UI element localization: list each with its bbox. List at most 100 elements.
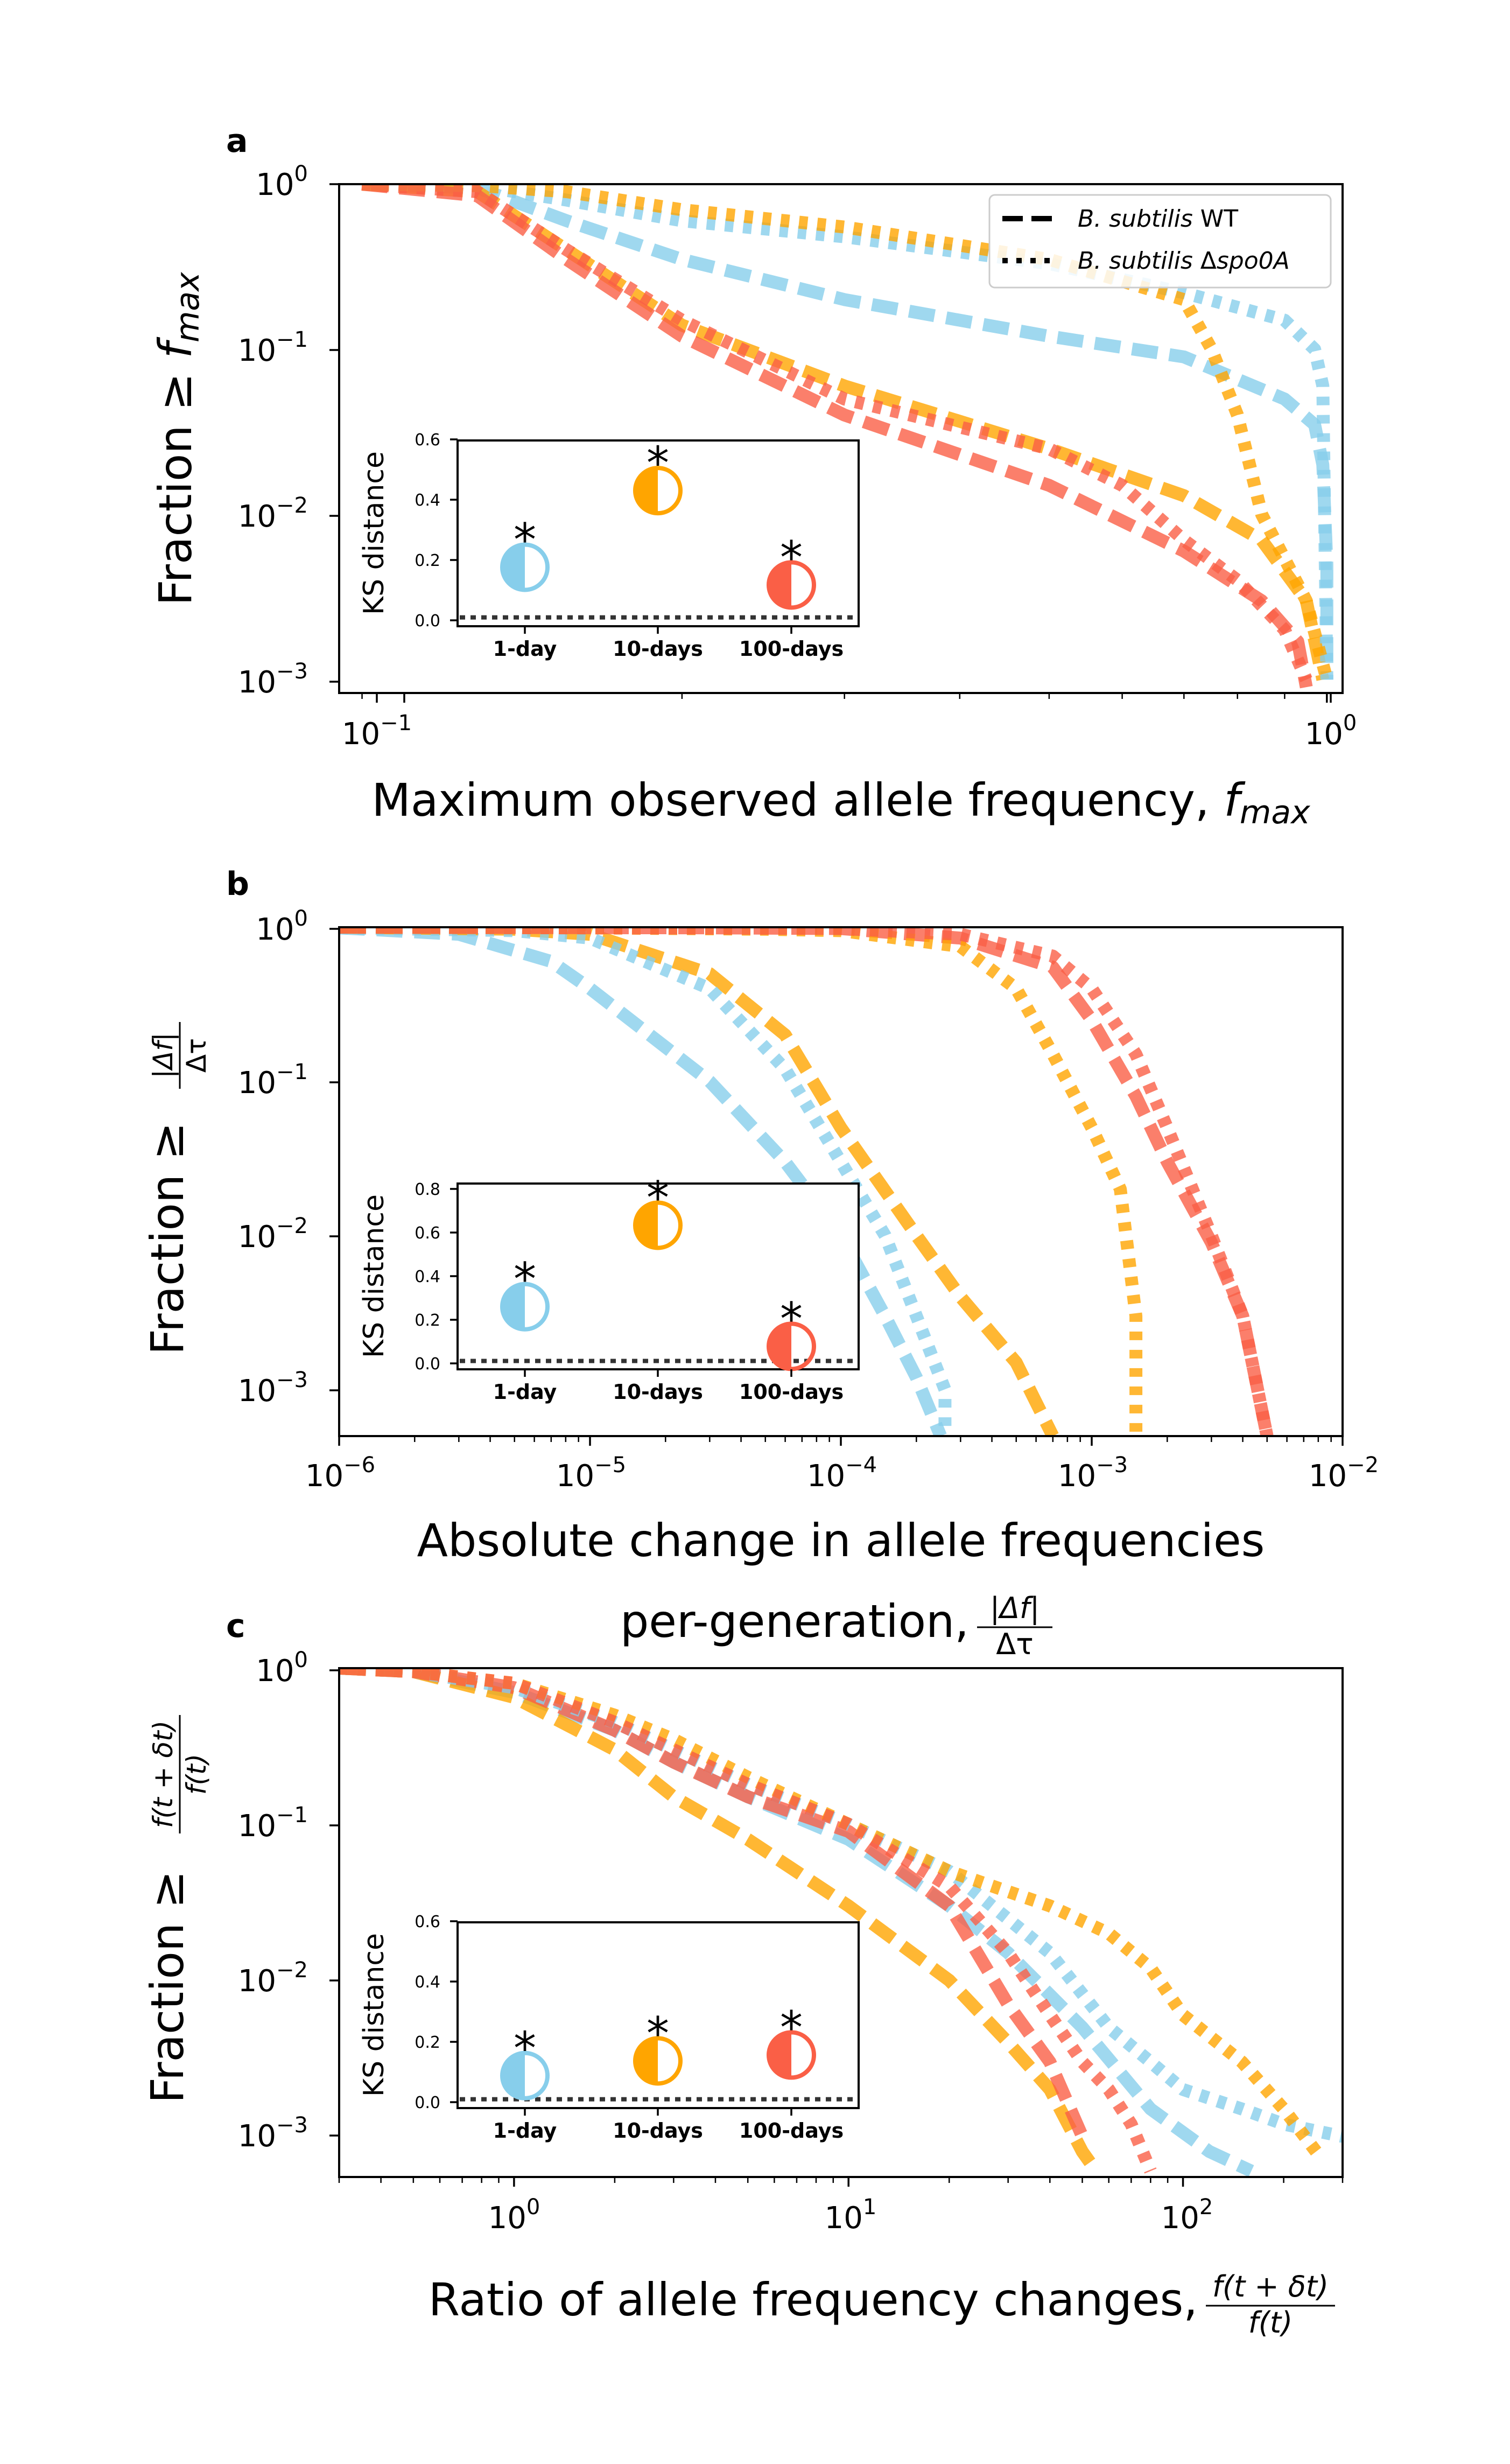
inset-ytick-label-a-0: 0.0 (415, 612, 440, 631)
inset-star-c-100-days: * (780, 2001, 803, 2054)
y-axis-label-c-frac-num: f(t + δt) (148, 1720, 179, 1828)
inset-point-b-10-days (633, 1200, 683, 1250)
inset-ylabel-c: KS distance (358, 1933, 390, 2097)
y-axis-label-b-frac-num: |Δf| (148, 1032, 179, 1079)
inset-point-c-1-day (500, 2050, 550, 2101)
x-axis-label-b-frac-den: Δτ (996, 1627, 1033, 1661)
x-axis-label-c-frac-den: f(t) (1248, 2306, 1293, 2340)
inset-ylabel-b: KS distance (358, 1194, 390, 1358)
inset-point-fill-b-10-days (635, 1202, 658, 1248)
inset-star-b-1-day: * (514, 1253, 536, 1306)
x-axis-label-c-text: Ratio of allele frequency changes, (429, 2273, 1198, 2326)
y-tick-label-b-3: 10−3 (238, 1368, 308, 1409)
inset-star-b-100-days: * (780, 1292, 803, 1345)
inset-star-c-1-day: * (514, 2022, 536, 2075)
series-group-b (339, 927, 1274, 1436)
y-tick-label-a-0: 100 (256, 162, 308, 202)
inset-point-a-10-days (633, 466, 683, 516)
inset-content-b: * * * (460, 1172, 856, 1371)
inset-point-fill-c-1-day (502, 2053, 525, 2098)
series-line-c-100-days-dashed (339, 1668, 1088, 2139)
inset-ytick-label-c-2: 0.4 (415, 1973, 440, 1992)
inset-category-c-2: 100-days (739, 2119, 844, 2143)
inset-star-c-10-days: * (647, 2007, 669, 2060)
y-axis-label-c-frac-den: f(t) (181, 1754, 212, 1795)
series-line-a-1-day-dotted (362, 184, 1333, 680)
x-tick-label-a-0: 10−1 (342, 711, 412, 752)
inset-point-fill-b-1-day (502, 1284, 525, 1329)
inset-ylabel-a: KS distance (358, 451, 390, 615)
inset-point-fill-a-1-day (502, 544, 525, 590)
x-tick-label-c-1: 101 (825, 2195, 877, 2236)
curves-b (339, 927, 1274, 1436)
y-tick-label-b-2: 10−2 (238, 1214, 308, 1255)
inset-ytick-label-b-2: 0.4 (415, 1268, 440, 1286)
curves-c (339, 1668, 1343, 2177)
inset-ytick-label-b-0: 0.0 (415, 1355, 440, 1374)
inset-point-c-10-days (633, 2036, 683, 2086)
inset-star-a-10-days: * (647, 437, 669, 489)
inset-point-fill-a-10-days (635, 468, 658, 514)
x-axis-label-c-frac-num: f(t + δt) (1212, 2270, 1329, 2304)
inset-point-b-100-days (767, 1321, 816, 1371)
panel-label-a: a (226, 122, 248, 160)
curves-a (361, 184, 1333, 689)
inset-star-a-100-days: * (780, 531, 803, 584)
legend-frame (988, 194, 1332, 289)
inset-category-c-0: 1-day (493, 2119, 557, 2143)
legend: B. subtilis WT B. subtilis Δspo0A (988, 194, 1332, 289)
x-axis-label-b-frac-num: |Δf| (990, 1591, 1040, 1625)
y-tick-label-c-2: 10−2 (238, 1958, 308, 1999)
inset-ytick-label-c-3: 0.6 (415, 1913, 440, 1931)
inset-category-b-2: 100-days (739, 1380, 844, 1404)
series-line-a-10-days-dotted (362, 184, 1333, 682)
inset-star-b-10-days: * (647, 1172, 669, 1224)
inset-ytick-label-b-1: 0.2 (415, 1311, 440, 1330)
inset-c: * * * 0.0 0.2 0.4 0.6 KS distance 1-day 10… (358, 1913, 860, 2143)
panel-b: b 100 10−1 10−2 10−3 10−6 10−5 10−4 10−3… (141, 865, 1379, 1661)
inset-star-a-1-day: * (514, 513, 536, 566)
axes-frame-c (338, 1667, 1344, 2178)
x-axis-label-c: Ratio of allele frequency changes, f(t +… (429, 2270, 1335, 2340)
inset-point-a-1-day (500, 542, 550, 592)
x-tick-label-b-2: 10−4 (807, 1453, 877, 1494)
inset-category-a-2: 100-days (739, 637, 844, 661)
inset-ytick-label-c-0: 0.0 (415, 2094, 440, 2112)
x-tick-label-b-0: 10−6 (305, 1453, 375, 1494)
series-line-b-1-day-dotted (339, 927, 952, 1436)
inset-category-b-1: 10-days (613, 1380, 703, 1404)
legend-label-wt: B. subtilis WT (1078, 205, 1238, 233)
inset-point-a-100-days (767, 560, 816, 610)
inset-ytick-label-a-3: 0.6 (415, 431, 440, 450)
x-tick-label-b-1: 10−5 (556, 1453, 626, 1494)
y-tick-label-c-0: 100 (256, 1648, 308, 1689)
inset-ytick-label-c-1: 0.2 (415, 2033, 440, 2052)
y-axis-label-a: Fraction ≥ fmax (149, 272, 207, 606)
inset-point-fill-c-100-days (769, 2032, 791, 2078)
series-line-b-1-day-dashed (339, 927, 947, 1436)
x-ticks-b: 10−6 10−5 10−4 10−3 10−2 (305, 1436, 1379, 1494)
x-tick-label-c-2: 102 (1161, 2195, 1213, 2236)
inset-frame-a (456, 439, 860, 627)
x-axis-label-b-line1: Absolute change in allele frequencies (417, 1514, 1265, 1567)
inset-frame-b (456, 1182, 860, 1370)
x-tick-label-b-4: 10−2 (1309, 1453, 1379, 1494)
y-axis-label-b-frac-den: Δτ (181, 1038, 212, 1073)
y-ticks-a: 100 10−1 10−2 10−3 (238, 162, 339, 700)
inset-category-a-1: 10-days (613, 637, 703, 661)
y-ticks-c: 100 10−1 10−2 10−3 (238, 1648, 339, 2154)
inset-a: * * * 0.0 0.2 0.4 0.6 KS distance 1-day 10… (358, 431, 860, 661)
inset-ytick-label-a-2: 0.4 (415, 491, 440, 510)
y-axis-label-b: Fraction ≥ |Δf| Δτ (141, 1022, 212, 1355)
inset-category-b-0: 1-day (493, 1380, 557, 1404)
inset-point-c-100-days (767, 2030, 816, 2080)
y-tick-label-c-3: 10−3 (238, 2113, 308, 2154)
inset-ytick-label-b-3: 0.6 (415, 1224, 440, 1243)
series-line-b-100-days-dotted (339, 927, 1274, 1436)
panel-label-c: c (226, 1607, 245, 1645)
axes-frame-a (338, 183, 1344, 694)
x-axis-label-b-line2: per-generation, |Δf| Δτ (620, 1591, 1052, 1661)
y-axis-label-c-text: Fraction ≥ (141, 1871, 194, 2103)
series-group-c (339, 1668, 1343, 2177)
inset-category-c-1: 10-days (613, 2119, 703, 2143)
